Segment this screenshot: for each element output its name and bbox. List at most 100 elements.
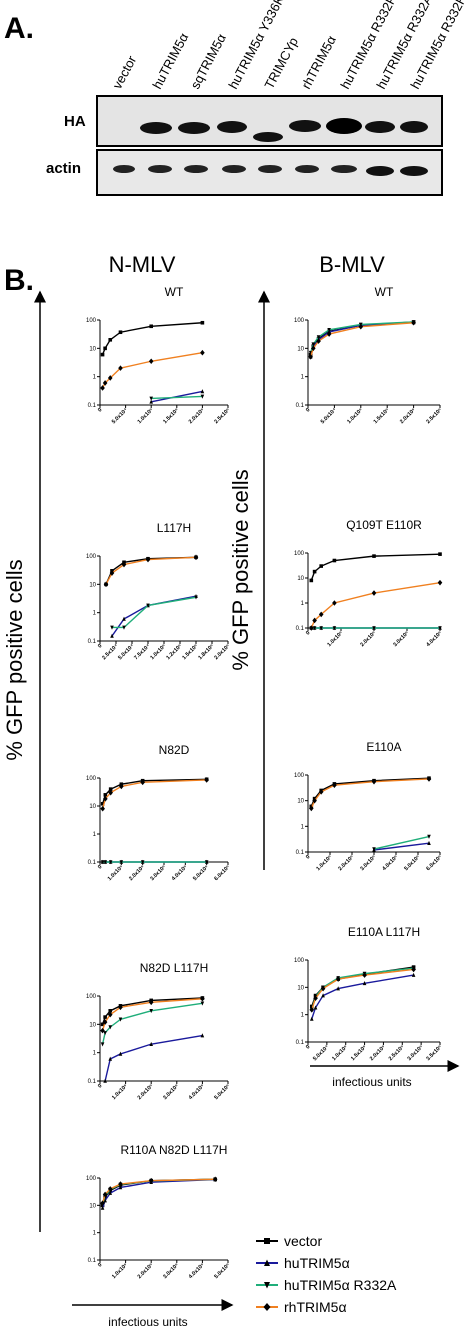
x-tick-label: 1.0x10⁵ xyxy=(331,1044,349,1062)
x-tick-label: 2.0x10⁵ xyxy=(128,864,146,882)
y-tick-label: 1 xyxy=(301,824,305,830)
data-point xyxy=(362,981,367,986)
series-line xyxy=(111,595,197,637)
blot-label: actin xyxy=(46,160,81,177)
data-point xyxy=(200,394,205,399)
data-point xyxy=(200,349,205,356)
data-point xyxy=(372,626,376,631)
data-point xyxy=(411,972,416,977)
data-point xyxy=(102,1019,108,1025)
y-tick-label: 0.1 xyxy=(88,1079,97,1085)
series-line xyxy=(151,390,203,403)
legend-label: vector xyxy=(284,1233,322,1249)
blot-ha xyxy=(96,95,443,147)
x-tick-label: 0 xyxy=(305,854,311,860)
data-point xyxy=(100,352,105,357)
series-line xyxy=(310,778,430,809)
data-point xyxy=(145,556,151,563)
data-point xyxy=(438,626,442,631)
y-tick-label: 100 xyxy=(294,318,305,324)
data-point xyxy=(319,564,323,568)
data-point xyxy=(310,345,316,352)
data-point xyxy=(316,338,321,344)
data-point xyxy=(103,1198,107,1203)
x-tick-label: 2.0x10⁵ xyxy=(337,854,355,872)
y-tick-label: 100 xyxy=(294,773,305,779)
data-point xyxy=(204,777,209,783)
data-point xyxy=(103,793,108,797)
y-tick-label: 100 xyxy=(86,776,97,782)
legend-label: rhTRIM5α xyxy=(284,1299,347,1315)
column-title: N-MLV xyxy=(109,252,176,277)
x-tick-label: 2.0x10⁵ xyxy=(188,407,206,425)
x-tick-label: 4.0x10⁵ xyxy=(425,630,443,648)
data-point xyxy=(204,860,209,865)
x-tick-label: 1.0x10⁵ xyxy=(111,1262,129,1280)
series-line xyxy=(311,967,414,1011)
x-tick-label: 0 xyxy=(97,643,103,649)
data-point xyxy=(309,1004,314,1009)
y-tick-label: 100 xyxy=(294,958,305,964)
x-tick-label: 3.0x10⁵ xyxy=(162,1262,180,1280)
data-point xyxy=(103,860,108,865)
series-line xyxy=(310,553,441,581)
x-tick-label: 1.5x10⁵ xyxy=(350,1044,368,1062)
x-tick-label: 2.5x10⁵ xyxy=(213,407,231,425)
legend-marker xyxy=(264,1238,270,1244)
data-point xyxy=(100,1027,105,1034)
data-point xyxy=(308,354,313,360)
data-point xyxy=(108,1190,113,1195)
x-tick-label: 3.5x10⁵ xyxy=(425,1044,443,1062)
data-point xyxy=(110,625,114,630)
series-line xyxy=(105,556,197,585)
data-point xyxy=(100,1205,105,1210)
data-point xyxy=(309,578,314,583)
data-point xyxy=(312,569,317,574)
series-line xyxy=(101,352,203,389)
x-tick-label: 0 xyxy=(97,864,103,870)
y-tick-label: 10 xyxy=(297,799,304,805)
data-point xyxy=(426,776,432,782)
x-tick-label: 3.0x10⁵ xyxy=(407,1044,425,1062)
data-point xyxy=(200,1001,205,1006)
y-tick-label: 0.1 xyxy=(296,403,305,409)
x-tick-label: 0 xyxy=(305,1044,311,1050)
data-point xyxy=(200,995,205,1002)
data-point xyxy=(148,358,154,365)
data-point xyxy=(100,801,105,806)
y-tick-label: 1 xyxy=(93,611,97,617)
y-tick-label: 100 xyxy=(86,1176,97,1182)
x-tick-label: 5.0x10⁴ xyxy=(111,407,129,425)
data-point xyxy=(108,789,113,796)
data-point xyxy=(438,552,442,556)
data-point xyxy=(313,995,318,1002)
y-axis-title: % GFP positive cells xyxy=(2,559,27,760)
lane-label: vector xyxy=(109,53,139,92)
series-line xyxy=(101,1002,203,1045)
x-tick-label: 2.0x10⁵ xyxy=(399,407,417,425)
data-point xyxy=(108,1056,113,1061)
data-point xyxy=(102,380,108,386)
data-point xyxy=(312,617,317,624)
y-tick-label: 1 xyxy=(301,1013,305,1019)
data-point xyxy=(148,999,154,1006)
data-point xyxy=(332,626,337,631)
y-tick-label: 0.1 xyxy=(88,860,97,866)
data-point xyxy=(200,320,205,325)
data-point xyxy=(118,1185,123,1190)
data-point xyxy=(103,581,109,588)
y-tick-label: 1 xyxy=(301,601,305,607)
x-tick-label: 4.0x10⁵ xyxy=(188,1262,206,1280)
chart-title: WT xyxy=(375,285,394,299)
y-tick-label: 1 xyxy=(93,1231,97,1237)
x-axis-title: infectious units xyxy=(332,1075,411,1089)
x-tick-label: 1.5x10⁵ xyxy=(162,407,180,425)
x-tick-label: 1.2x10⁵ xyxy=(165,643,183,661)
data-point xyxy=(332,558,337,563)
x-tick-label: 5.0x10⁵ xyxy=(192,864,210,882)
data-point xyxy=(149,399,153,404)
data-point xyxy=(118,1017,123,1022)
data-point xyxy=(118,1181,123,1187)
blot-label: HA xyxy=(64,113,86,130)
